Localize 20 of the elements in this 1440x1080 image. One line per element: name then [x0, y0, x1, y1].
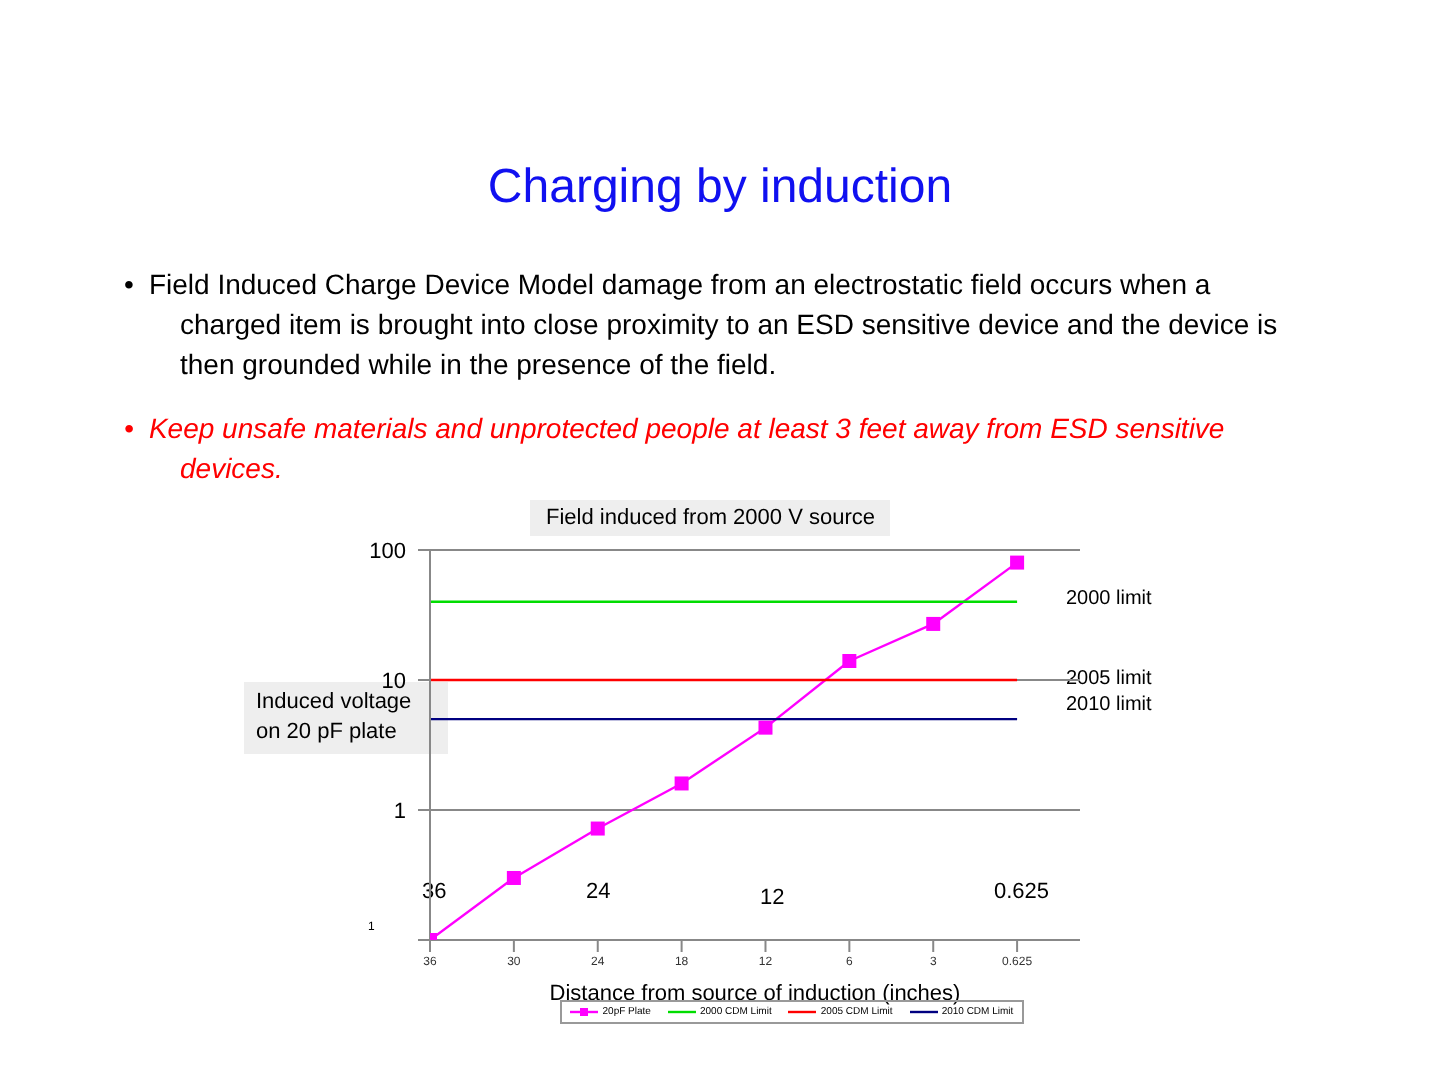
point — [758, 720, 773, 735]
annotation: 24 — [586, 878, 611, 906]
text: • Field Induced Charge Device Model damage from an electrostatic field occurs when a charged item is brought into close proximity to an ESD sensitive device and the device is then grounded while in the presence of the field. — [124, 266, 1280, 384]
annotation: 0.625 — [994, 878, 1050, 906]
point — [1010, 555, 1025, 570]
point — [590, 821, 605, 836]
point — [842, 654, 857, 668]
chart-subtitle: Field induced from 2000 V source — [530, 500, 891, 536]
y-tick-label: 100 — [369, 540, 406, 564]
point — [674, 776, 689, 791]
annotation: 2010 limit — [1066, 692, 1152, 720]
annotation: 2005 limit — [1066, 666, 1152, 694]
chart-title: Charging by induction — [485, 160, 955, 216]
text: • Keep unsafe materials and unprotected people at least 3 feet away from ESD sensitive devices. — [124, 410, 1227, 488]
point — [926, 616, 941, 631]
y-tick-label: 1 — [393, 800, 406, 824]
annotation: 2000 limit — [1066, 586, 1152, 614]
point — [506, 870, 521, 885]
annotation: 12 — [760, 884, 785, 912]
x-axis-title: Distance from source of induction (inches) — [549, 982, 961, 1006]
